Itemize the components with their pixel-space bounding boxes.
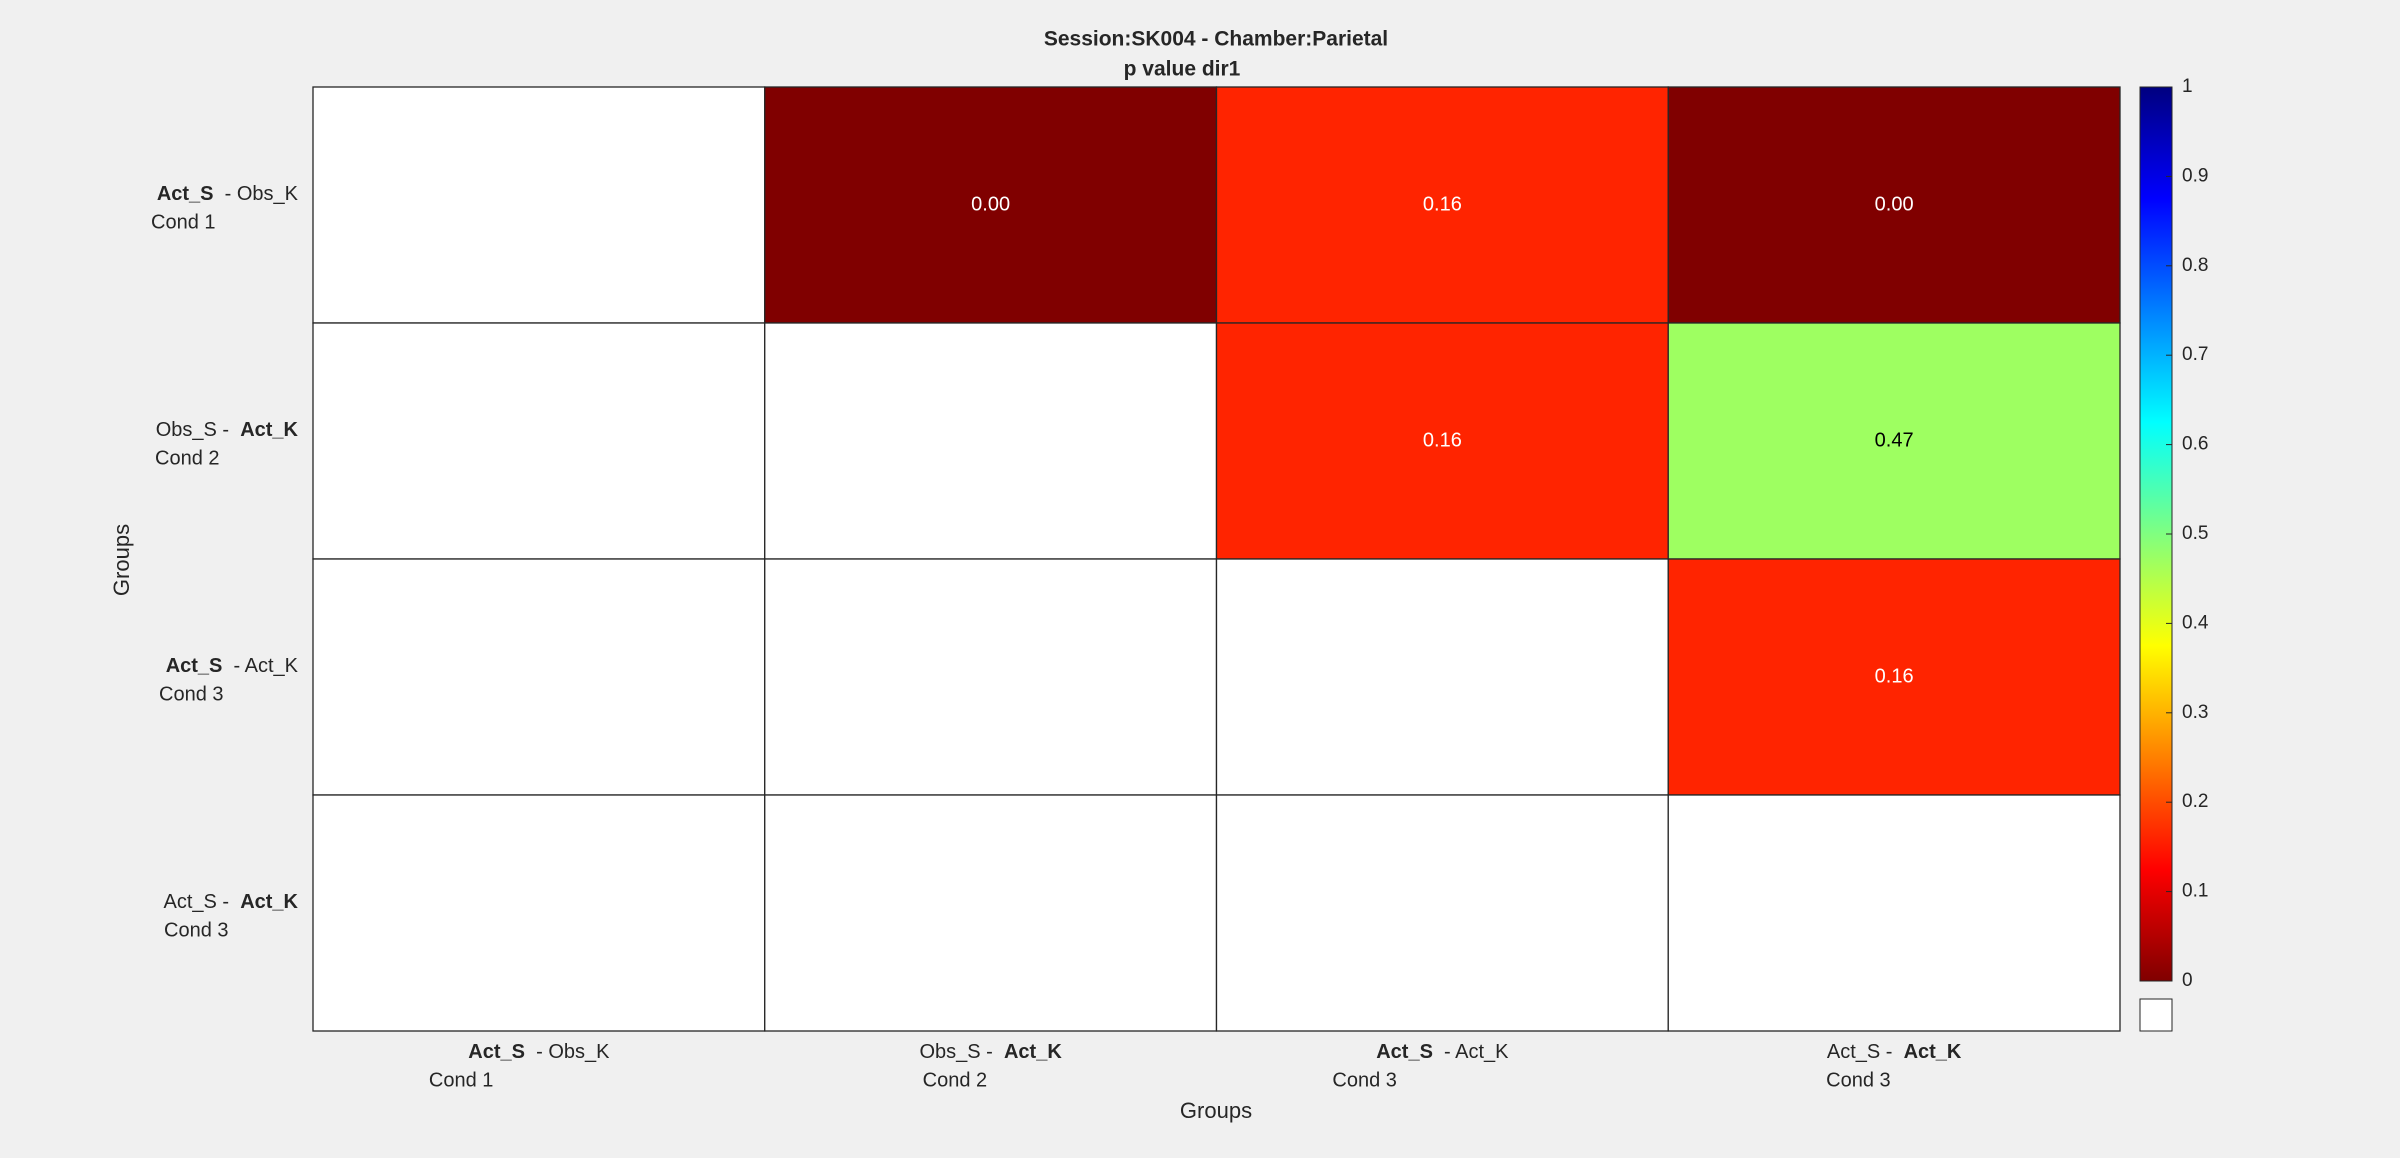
heatmap-cell bbox=[764, 86, 1218, 324]
cell-value-label: 0.00 bbox=[971, 193, 1010, 215]
heatmap-cell bbox=[312, 558, 766, 796]
tick-label-plain-part: Act_S - bbox=[164, 891, 241, 913]
heatmap-cell bbox=[1667, 86, 2121, 324]
x-tick-label-line1: Obs_S - Act_K bbox=[919, 1041, 1062, 1063]
x-tick-label-line1: Act_S - Obs_K bbox=[468, 1041, 610, 1063]
chart-title: Session:SK004 - Chamber:Parietal bbox=[1044, 28, 1388, 51]
colorbar-tick-label: 0.4 bbox=[2182, 612, 2209, 633]
x-tick-label-cond: Cond 3 bbox=[1332, 1069, 1397, 1091]
tick-label-bold-part: Act_S bbox=[1376, 1041, 1433, 1063]
tick-label-rest: - Act_K bbox=[222, 655, 298, 677]
tick-label-bold-part: Act_K bbox=[1004, 1041, 1062, 1063]
heatmap-cell bbox=[1667, 558, 2121, 796]
y-tick-label-cond: Cond 3 bbox=[159, 683, 224, 705]
y-axis-label: Groups bbox=[109, 524, 134, 596]
y-tick-label-cond: Cond 1 bbox=[151, 211, 216, 233]
colorbar-tick-label: 0.2 bbox=[2182, 791, 2208, 812]
tick-label-bold-part: Act_K bbox=[1904, 1041, 1962, 1063]
tick-label-plain-part: Obs_S - bbox=[919, 1041, 1003, 1063]
y-tick-label-line1: Obs_S - Act_K bbox=[156, 419, 299, 441]
heatmap-cell bbox=[1215, 322, 1669, 560]
x-tick-label-cond: Cond 2 bbox=[923, 1069, 988, 1091]
colorbar-tick-label: 0.6 bbox=[2182, 434, 2208, 455]
tick-label-bold-part: Act_S bbox=[166, 655, 223, 677]
colorbar-tick-label: 0.7 bbox=[2182, 344, 2208, 365]
x-axis-label: Groups bbox=[1180, 1098, 1252, 1123]
heatmap-cell bbox=[764, 558, 1218, 796]
y-tick-label-line1: Act_S - Act_K bbox=[164, 891, 299, 913]
heatmap-cell bbox=[312, 794, 766, 1032]
heatmap-cells bbox=[312, 86, 2121, 1032]
x-tick-label-cond: Cond 1 bbox=[429, 1069, 494, 1091]
heatmap-cell bbox=[764, 322, 1218, 560]
colorbar-tick-label: 1 bbox=[2182, 76, 2193, 97]
colorbar-tick-label: 0.3 bbox=[2182, 702, 2208, 723]
cell-value-label: 0.47 bbox=[1875, 429, 1914, 451]
heatmap-cell bbox=[1667, 794, 2121, 1032]
tick-label-rest: - Obs_K bbox=[525, 1041, 610, 1063]
chart-subtitle: p value dir1 bbox=[1124, 58, 1241, 81]
heatmap-cell-labels: 0.00 0.16 0.00 0.16 0.47 0.16 bbox=[971, 193, 1913, 687]
heatmap-cell bbox=[764, 794, 1218, 1032]
x-tick-label-line1: Act_S - Act_K bbox=[1376, 1041, 1509, 1063]
y-tick-label-cond: Cond 2 bbox=[155, 447, 220, 469]
cell-value-label: 0.16 bbox=[1423, 193, 1462, 215]
colorbar-tick-label: 0 bbox=[2182, 970, 2193, 991]
tick-label-rest: - Act_K bbox=[1433, 1041, 1509, 1063]
tick-label-plain-part: Act_S - bbox=[1827, 1041, 1904, 1063]
colorbar-tick-label: 0.9 bbox=[2182, 165, 2208, 186]
heatmap-cell bbox=[1667, 322, 2121, 560]
x-tick-labels: Act_S - Obs_K Cond 1 Obs_S - Act_K Cond 2 Ac… bbox=[429, 1041, 1962, 1091]
tick-label-bold-part: Act_S bbox=[468, 1041, 525, 1063]
colorbar-nan-swatch bbox=[2139, 998, 2173, 1032]
y-tick-labels: Act_S - Obs_K Cond 1 Obs_S - Act_K Cond 2 Ac… bbox=[151, 183, 299, 941]
colorbar: 0 0.1 0.2 0.3 0.4 0.5 0.6 0.7 0.8 0.9 1 bbox=[2139, 76, 2209, 1032]
x-tick-label-cond: Cond 3 bbox=[1826, 1069, 1891, 1091]
cell-value-label: 0.16 bbox=[1875, 665, 1914, 687]
heatmap-cell bbox=[1215, 86, 1669, 324]
heatmap-cell bbox=[312, 86, 766, 324]
colorbar-tick-label: 0.5 bbox=[2182, 523, 2208, 544]
heatmap-cell bbox=[1215, 794, 1669, 1032]
tick-label-rest: - Obs_K bbox=[214, 183, 299, 205]
colorbar-tick-label: 0.8 bbox=[2182, 255, 2208, 276]
cell-value-label: 0.00 bbox=[1875, 193, 1914, 215]
y-tick-label-cond: Cond 3 bbox=[164, 919, 229, 941]
heatmap-cell bbox=[312, 322, 766, 560]
y-tick-label-line1: Act_S - Obs_K bbox=[157, 183, 299, 205]
tick-label-bold-part: Act_K bbox=[240, 419, 298, 441]
y-tick-label-line1: Act_S - Act_K bbox=[166, 655, 299, 677]
tick-label-plain-part: Obs_S - bbox=[156, 419, 240, 441]
x-tick-label-line1: Act_S - Act_K bbox=[1827, 1041, 1962, 1063]
colorbar-tick-label: 0.1 bbox=[2182, 881, 2208, 902]
cell-value-label: 0.16 bbox=[1423, 429, 1462, 451]
heatmap-cell bbox=[1215, 558, 1669, 796]
tick-label-bold-part: Act_S bbox=[157, 183, 214, 205]
tick-label-bold-part: Act_K bbox=[240, 891, 298, 913]
